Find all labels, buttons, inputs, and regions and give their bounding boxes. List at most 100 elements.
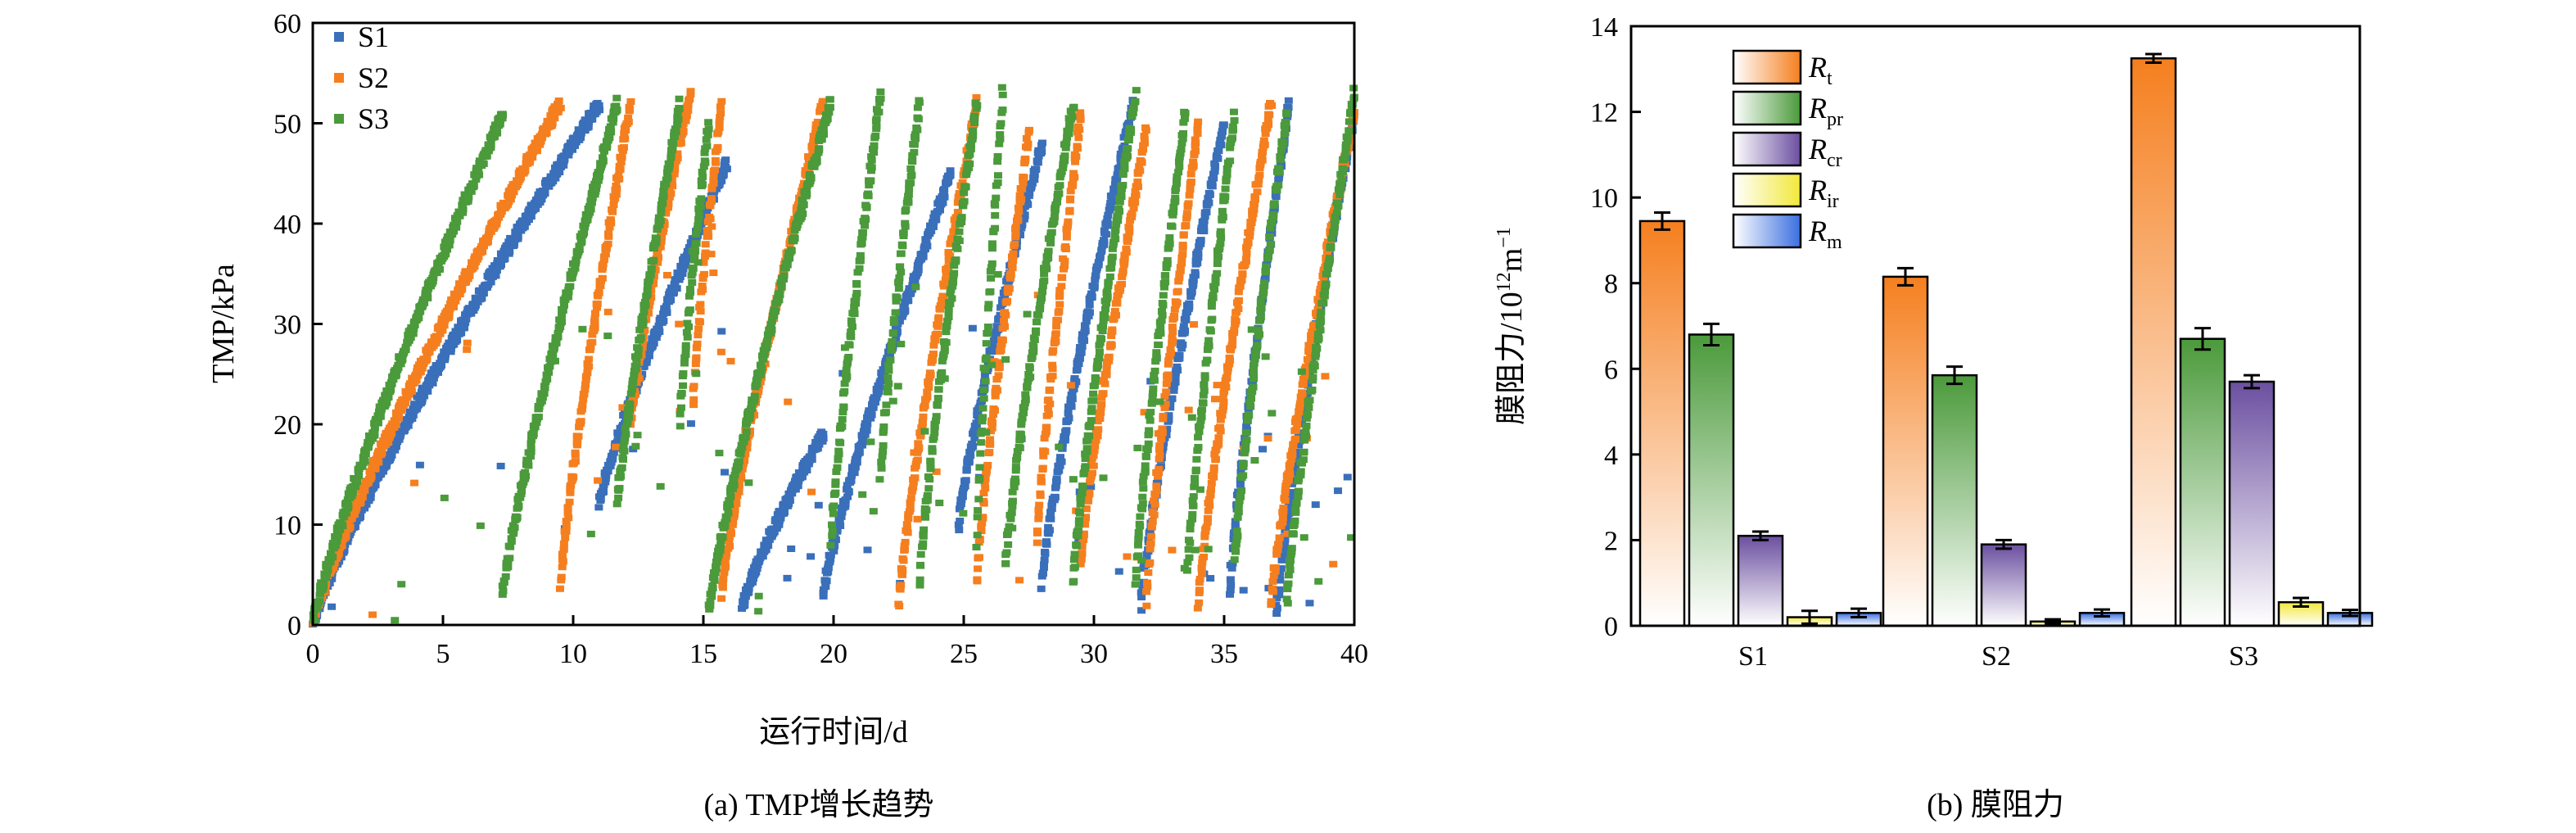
data-point (1154, 478, 1163, 486)
outlier-point (1046, 401, 1055, 408)
data-point (809, 138, 818, 146)
data-point (608, 114, 617, 121)
data-point (1137, 159, 1146, 166)
data-point (913, 456, 922, 464)
data-point (648, 335, 657, 342)
data-point (938, 199, 947, 206)
data-point (560, 156, 569, 163)
data-point (1039, 564, 1048, 572)
data-point (625, 414, 634, 421)
data-point (631, 365, 640, 373)
data-point (571, 451, 580, 459)
data-point (744, 589, 753, 596)
data-point (1011, 231, 1020, 238)
data-point (1105, 353, 1114, 360)
data-point (1169, 387, 1178, 394)
data-point (341, 532, 350, 540)
data-point (566, 283, 575, 290)
data-point (1164, 412, 1173, 419)
data-point (384, 438, 393, 446)
data-point (524, 458, 533, 465)
data-point (878, 376, 887, 383)
outlier-point (1168, 546, 1177, 554)
data-point (1261, 274, 1270, 282)
data-point (1074, 360, 1083, 368)
data-point (1236, 469, 1245, 476)
data-point (579, 396, 588, 403)
data-point (1287, 480, 1296, 487)
outlier-point (463, 346, 472, 353)
data-point (956, 517, 965, 524)
outlier-point (662, 271, 671, 278)
data-point (732, 500, 741, 508)
data-point (506, 196, 515, 203)
data-point (1278, 514, 1287, 521)
data-point (434, 262, 443, 269)
data-point (667, 176, 676, 183)
data-point (565, 498, 574, 505)
data-point (1022, 134, 1031, 142)
data-point (1100, 238, 1109, 246)
data-point (645, 298, 654, 306)
data-point (956, 192, 965, 200)
data-point (1099, 377, 1108, 384)
data-point (350, 523, 359, 531)
data-point (1245, 233, 1254, 240)
outlier-point (1263, 435, 1272, 442)
data-point (1079, 333, 1088, 340)
data-point (621, 126, 630, 134)
data-point (1284, 477, 1293, 484)
data-point (620, 437, 629, 445)
data-point (508, 192, 517, 199)
data-point (592, 181, 601, 188)
data-point (974, 410, 983, 418)
data-point (471, 301, 480, 309)
outlier-point (910, 449, 919, 456)
data-point (1125, 229, 1134, 236)
data-point (1109, 185, 1119, 192)
data-point (847, 476, 856, 483)
data-point (1090, 447, 1099, 455)
data-point (1114, 291, 1123, 298)
data-point (499, 579, 508, 586)
data-point (420, 299, 429, 306)
data-point (1140, 132, 1149, 139)
data-point (1131, 188, 1140, 195)
data-point (824, 564, 833, 572)
data-point (1268, 577, 1277, 585)
data-point (1237, 277, 1246, 284)
data-point (1064, 414, 1073, 422)
data-point (1293, 414, 1302, 422)
data-point (995, 364, 1004, 371)
data-point (409, 325, 418, 333)
data-point (703, 227, 712, 234)
data-point (542, 129, 551, 137)
data-point (315, 598, 324, 605)
data-point (1191, 269, 1200, 276)
data-point (540, 390, 549, 397)
data-point (819, 435, 828, 442)
outlier-point (1311, 501, 1320, 509)
outlier-point (496, 462, 505, 469)
data-point (581, 376, 590, 383)
data-point (1091, 276, 1100, 283)
data-point (571, 458, 580, 465)
outlier-point (463, 339, 472, 346)
outlier-point (807, 488, 816, 496)
data-point (457, 329, 466, 337)
data-point (1079, 532, 1088, 539)
data-point (1205, 502, 1214, 509)
data-point (1155, 451, 1164, 459)
data-point (1234, 288, 1243, 296)
data-point (1021, 155, 1030, 162)
data-point (554, 97, 563, 105)
data-point (670, 170, 679, 178)
data-point (1126, 217, 1135, 224)
data-point (992, 387, 1001, 394)
data-point (879, 366, 888, 373)
data-point (360, 487, 369, 494)
data-point (1135, 163, 1144, 170)
data-point (1128, 210, 1137, 217)
data-point (692, 355, 701, 363)
data-point (657, 238, 666, 245)
